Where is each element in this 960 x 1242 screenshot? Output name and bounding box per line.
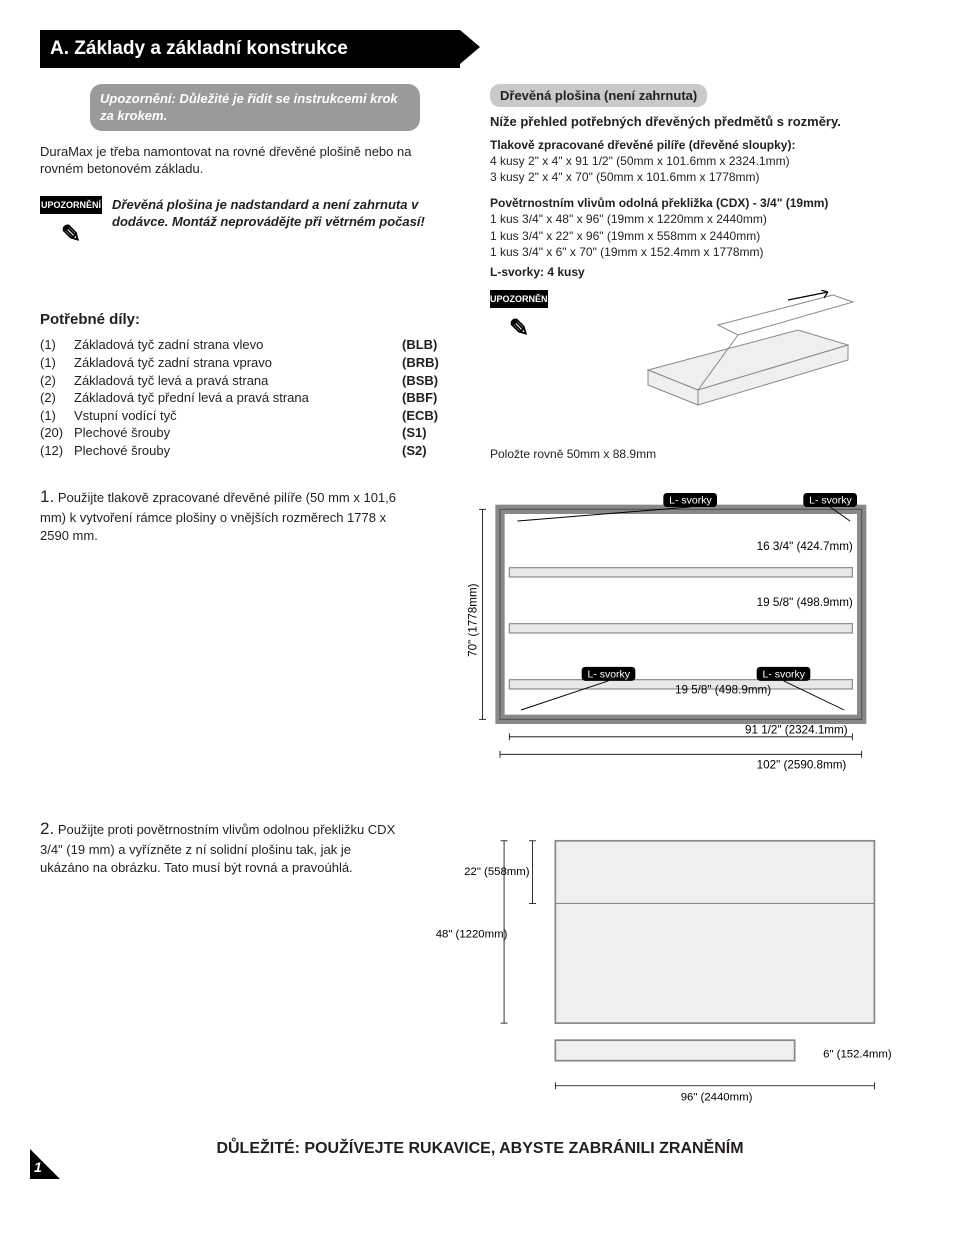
caution-icon: UPOZORNĚNÍ ✎	[40, 196, 102, 256]
part-code: (BRB)	[402, 354, 450, 372]
part-qty: (1)	[40, 354, 74, 372]
caution-text: Dřevěná plošina je nadstandard a není za…	[112, 196, 450, 231]
frame-diagram: L- svorky L- svorky L- svorky L- svorky …	[430, 486, 920, 789]
caution-label: UPOZORNĚNÍ	[490, 294, 550, 304]
l-bracket-tag: L- svorky	[762, 670, 805, 681]
caution-icon-small: UPOZORNĚNÍ ✎	[490, 290, 548, 350]
part-row: (1)Základová tyč zadní strana vpravo(BRB…	[40, 354, 450, 372]
iso-figure-column: UPOZORNĚNÍ ✎ Položte rovně 50mm x 88.9mm	[490, 290, 920, 462]
part-name: Plechové šrouby	[74, 442, 402, 460]
iso-caption: Položte rovně 50mm x 88.9mm	[490, 446, 920, 462]
step-1-text: 1. Použijte tlakově zpracované dřevěné p…	[40, 486, 400, 794]
pencil-icon: ✎	[40, 214, 102, 256]
page-footer: 1 DŮLEŽITÉ: POUŽÍVEJTE RUKAVICE, ABYSTE …	[40, 1138, 920, 1160]
step-2-figure: 22" (558mm) 48" (1220mm) 96" (2440mm) 6"…	[430, 818, 920, 1107]
part-qty: (1)	[40, 407, 74, 425]
dim-19-58-b: 19 5/8" (498.9mm)	[675, 684, 771, 697]
plywood-diagram: 22" (558mm) 48" (1220mm) 96" (2440mm) 6"…	[430, 818, 920, 1103]
part-name: Vstupní vodící tyč	[74, 407, 402, 425]
dim-91-12: 91 1/2" (2324.1mm)	[745, 724, 848, 737]
dim-70: 70" (1778mm)	[467, 584, 480, 658]
timber-head: Tlakově zpracované dřevěné pilíře (dřevě…	[490, 137, 920, 153]
timber-line: 3 kusy 2" x 4" x 70" (50mm x 101.6mm x 1…	[490, 169, 920, 185]
dim-102: 102" (2590.8mm)	[757, 759, 847, 772]
parts-title: Potřebné díly:	[40, 310, 450, 330]
step-1-body: Použijte tlakově zpracované dřevěné pilí…	[40, 490, 396, 542]
dim-6: 6" (152.4mm)	[823, 1049, 892, 1061]
parts-column: Potřebné díly: (1)Základová tyč zadní st…	[40, 290, 450, 462]
l-bracket-tag: L- svorky	[809, 496, 852, 507]
step-2-body: Použijte proti povětrnostním vlivům odol…	[40, 822, 395, 874]
part-name: Základová tyč přední levá a pravá strana	[74, 389, 402, 407]
section-title: A. Základy a základní konstrukce	[40, 30, 460, 68]
platform-pill: Dřevěná plošina (není zahrnuta)	[490, 84, 707, 108]
part-qty: (2)	[40, 389, 74, 407]
part-code: (S1)	[402, 424, 450, 442]
parts-list: (1)Základová tyč zadní strana vlevo(BLB)…	[40, 336, 450, 459]
part-name: Základová tyč zadní strana vpravo	[74, 354, 402, 372]
dim-19-58: 19 5/8" (498.9mm)	[757, 597, 853, 610]
plywood-line: 1 kus 3/4" x 6" x 70" (19mm x 152.4mm x …	[490, 244, 920, 260]
caution-label: UPOZORNĚNÍ	[41, 200, 101, 210]
step-2-text: 2. Použijte proti povětrnostním vlivům o…	[40, 818, 400, 1107]
dim-96: 96" (2440mm)	[681, 1092, 753, 1103]
section-title-text: A. Základy a základní konstrukce	[50, 38, 348, 59]
page-number: 1	[34, 1158, 42, 1177]
part-qty: (20)	[40, 424, 74, 442]
footer-important: DŮLEŽITÉ: POUŽÍVEJTE RUKAVICE, ABYSTE ZA…	[40, 1138, 920, 1160]
part-row: (1)Základová tyč zadní strana vlevo(BLB)	[40, 336, 450, 354]
plywood-line: 1 kus 3/4" x 48" x 96" (19mm x 1220mm x …	[490, 211, 920, 227]
part-row: (2)Základová tyč přední levá a pravá str…	[40, 389, 450, 407]
l-bracket-tag: L- svorky	[588, 670, 631, 681]
part-name: Základová tyč zadní strana vlevo	[74, 336, 402, 354]
part-name: Základová tyč levá a pravá strana	[74, 372, 402, 390]
plywood-line: 1 kus 3/4" x 22" x 96" (19mm x 558mm x 2…	[490, 228, 920, 244]
part-row: (2)Základová tyč levá a pravá strana(BSB…	[40, 372, 450, 390]
part-code: (BLB)	[402, 336, 450, 354]
platform-subhead: Níže přehled potřebných dřevěných předmě…	[490, 113, 920, 131]
part-code: (BBF)	[402, 389, 450, 407]
part-qty: (1)	[40, 336, 74, 354]
step-2-number: 2.	[40, 819, 54, 838]
dim-48: 48" (1220mm)	[436, 929, 508, 941]
step-2: 2. Použijte proti povětrnostním vlivům o…	[40, 818, 920, 1107]
timber-spec: Tlakově zpracované dřevěné pilíře (dřevě…	[490, 137, 920, 186]
part-qty: (12)	[40, 442, 74, 460]
step-1-number: 1.	[40, 487, 54, 506]
plywood-spec: Povětrnostním vlivům odolná překližka (C…	[490, 195, 920, 280]
l-bracket-tag: L- svorky	[669, 496, 712, 507]
intro-paragraph: DuraMax je třeba namontovat na rovné dře…	[40, 143, 450, 178]
part-code: (S2)	[402, 442, 450, 460]
mid-columns: Potřebné díly: (1)Základová tyč zadní st…	[40, 290, 920, 462]
part-row: (1)Vstupní vodící tyč(ECB)	[40, 407, 450, 425]
top-columns: Upozornění: Důležité je řídit se instruk…	[40, 84, 920, 291]
step-1-figure: L- svorky L- svorky L- svorky L- svorky …	[430, 486, 920, 794]
plywood-head: Povětrnostním vlivům odolná překližka (C…	[490, 195, 920, 211]
lbrackets-line: L-svorky: 4 kusy	[490, 264, 920, 280]
pencil-icon: ✎	[490, 308, 548, 350]
caution-box: UPOZORNĚNÍ ✎ Dřevěná plošina je nadstand…	[40, 196, 450, 256]
part-row: (12)Plechové šrouby(S2)	[40, 442, 450, 460]
part-code: (BSB)	[402, 372, 450, 390]
left-column: Upozornění: Důležité je řídit se instruk…	[40, 84, 450, 291]
dim-16-34: 16 3/4" (424.7mm)	[757, 541, 853, 554]
notice-text: Upozornění: Důležité je řídit se instruk…	[100, 91, 398, 124]
part-row: (20)Plechové šrouby(S1)	[40, 424, 450, 442]
part-qty: (2)	[40, 372, 74, 390]
part-code: (ECB)	[402, 407, 450, 425]
timber-line: 4 kusy 2" x 4" x 91 1/2" (50mm x 101.6mm…	[490, 153, 920, 169]
dim-22: 22" (558mm)	[464, 866, 530, 878]
right-column: Dřevěná plošina (není zahrnuta) Níže pře…	[490, 84, 920, 291]
notice-band: Upozornění: Důležité je řídit se instruk…	[90, 84, 420, 131]
part-name: Plechové šrouby	[74, 424, 402, 442]
step-1: 1. Použijte tlakově zpracované dřevěné p…	[40, 486, 920, 794]
isometric-timber-diagram	[556, 290, 920, 440]
